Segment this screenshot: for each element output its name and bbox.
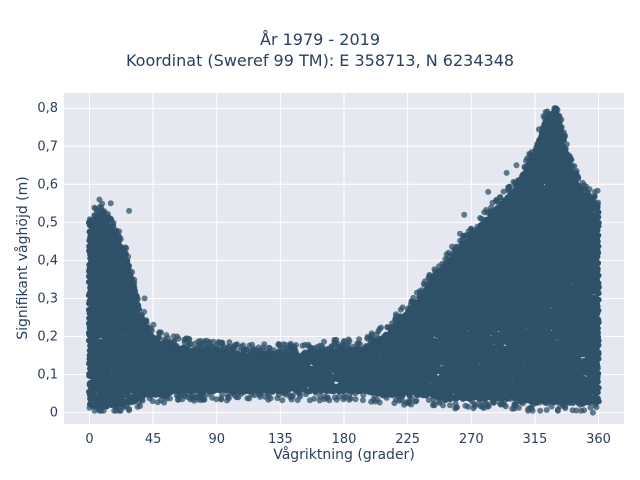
chart-title-line-1: År 1979 - 2019 <box>260 30 380 49</box>
data-point <box>136 306 142 313</box>
chart-title-line-2: Koordinat (Sweref 99 TM): E 358713, N 62… <box>125 51 515 70</box>
scatter-points <box>85 105 602 416</box>
